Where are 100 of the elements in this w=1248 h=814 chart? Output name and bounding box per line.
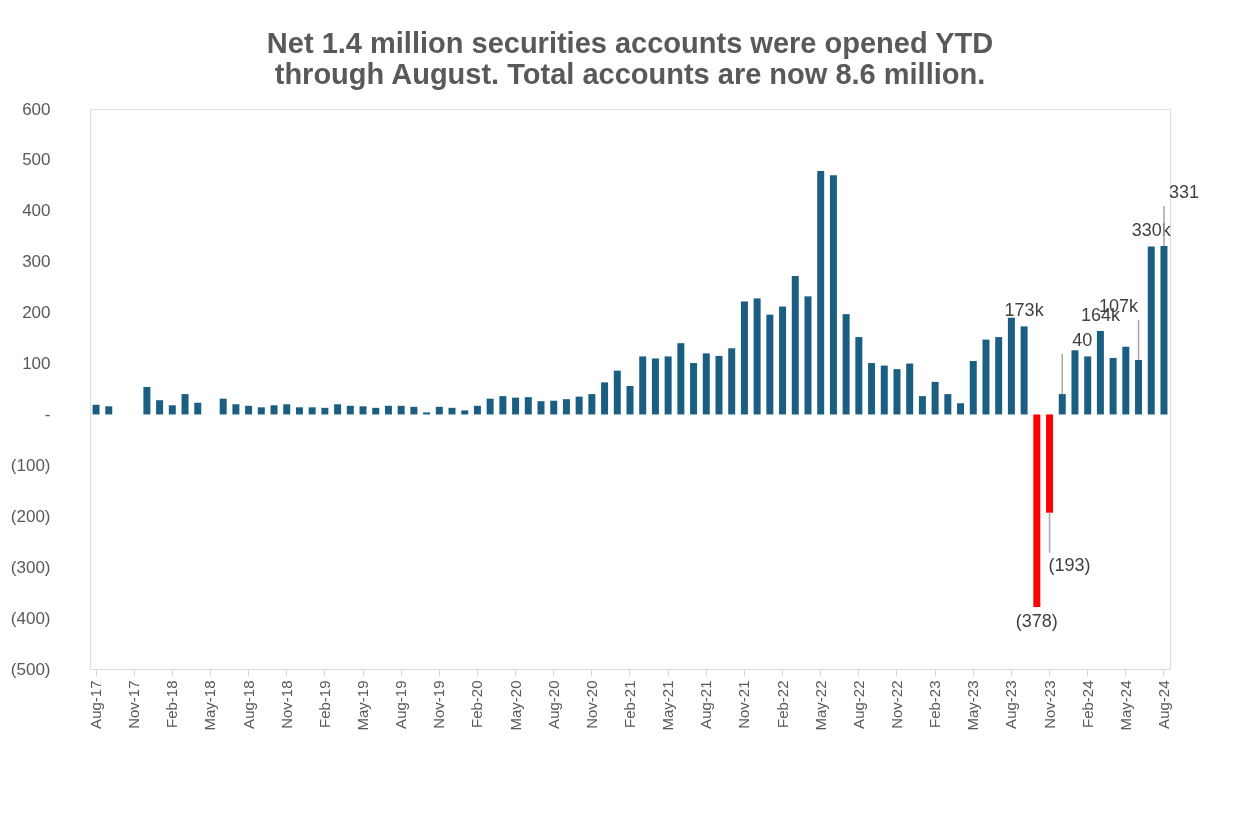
- bar: [359, 406, 367, 415]
- bar: [918, 396, 926, 415]
- bar: [1109, 357, 1117, 415]
- bar: [906, 363, 914, 415]
- x-tick-label: Aug-17: [87, 680, 105, 729]
- x-tick-label: May-24: [1116, 680, 1134, 731]
- bar: [499, 396, 507, 415]
- data-label: (378): [1015, 610, 1058, 631]
- x-tick-label: Nov-23: [1040, 680, 1058, 729]
- bar: [257, 407, 265, 415]
- bar: [550, 400, 558, 415]
- bar: [194, 402, 202, 415]
- bar: [1020, 326, 1028, 415]
- x-tick-label: Feb-23: [926, 680, 944, 729]
- bar: [512, 397, 520, 415]
- bar: [715, 355, 723, 415]
- bar: [283, 404, 291, 415]
- bar: [143, 386, 151, 415]
- x-tick-label: Feb-20: [468, 680, 486, 729]
- y-tick-label: 100: [22, 354, 51, 374]
- y-tick-label: (300): [10, 557, 51, 577]
- bar: [702, 353, 710, 415]
- bar: [435, 406, 443, 415]
- bar: [855, 337, 863, 415]
- bar: [537, 401, 545, 415]
- y-tick-label: 500: [22, 150, 51, 170]
- y-tick-label: (100): [10, 455, 51, 475]
- bar: [651, 358, 659, 415]
- y-tick-label: (200): [10, 506, 51, 526]
- bar: [842, 314, 850, 415]
- bar: [982, 339, 990, 415]
- y-tick-label: -: [44, 404, 51, 424]
- bar: [410, 406, 418, 415]
- x-tick-label: Feb-18: [163, 680, 181, 729]
- bar: [779, 306, 787, 415]
- x-tick-label: May-22: [811, 680, 829, 731]
- bar: [944, 394, 952, 415]
- bar: [893, 369, 901, 415]
- bar: [575, 396, 583, 415]
- bar: [829, 175, 837, 415]
- bar: [804, 296, 812, 415]
- data-label: 40: [1072, 330, 1093, 351]
- bar: [1046, 414, 1054, 513]
- x-tick-label: Feb-24: [1078, 680, 1096, 729]
- bar: [321, 407, 329, 415]
- bar: [1033, 414, 1041, 607]
- bar: [334, 404, 342, 415]
- y-tick-label: (500): [10, 659, 51, 679]
- bar: [766, 314, 774, 415]
- bar: [1122, 346, 1130, 415]
- x-tick-label: Aug-24: [1154, 680, 1172, 729]
- y-tick-label: 400: [22, 201, 51, 221]
- data-label: 331: [1168, 181, 1199, 202]
- data-label: (193): [1048, 554, 1091, 575]
- bar: [753, 298, 761, 415]
- data-label: 330k: [1131, 220, 1172, 241]
- bar: [677, 343, 685, 415]
- bar: [817, 171, 825, 415]
- bar: [791, 275, 799, 415]
- x-tick-label: May-20: [506, 680, 524, 731]
- x-tick-label: Feb-22: [773, 680, 791, 729]
- bar: [995, 337, 1003, 415]
- x-tick-label: Nov-17: [125, 680, 143, 729]
- bar: [880, 365, 888, 415]
- bar: [181, 394, 189, 415]
- bar: [588, 394, 596, 415]
- bar: [105, 406, 113, 415]
- x-tick-label: May-18: [201, 680, 219, 731]
- bar: [245, 405, 253, 415]
- bar: [931, 381, 939, 415]
- bar: [486, 398, 494, 415]
- bar: [868, 363, 876, 415]
- bar: [639, 356, 647, 415]
- bar: [232, 404, 240, 415]
- bar: [1007, 317, 1015, 415]
- x-tick-label: Nov-18: [277, 680, 295, 729]
- x-tick-label: May-19: [354, 680, 372, 731]
- x-tick-label: Aug-18: [239, 680, 257, 729]
- bar: [524, 397, 532, 415]
- bar: [461, 410, 469, 415]
- y-tick-label: 300: [22, 252, 51, 272]
- bar: [969, 361, 977, 415]
- x-tick-label: Aug-19: [392, 680, 410, 729]
- bar: [740, 301, 748, 415]
- x-tick-label: Aug-21: [697, 680, 715, 729]
- x-tick-label: Nov-21: [735, 680, 753, 729]
- bar: [1071, 350, 1079, 415]
- bar: [473, 405, 481, 415]
- data-label: 173k: [1004, 300, 1045, 321]
- bar: [270, 405, 278, 415]
- chart-title: Net 1.4 million securities accounts were opened YTD through August. Total accounts are now 8.6 million.: [266, 27, 994, 90]
- bar: [728, 348, 736, 415]
- y-tick-label: (400): [10, 608, 51, 628]
- bar: [346, 405, 354, 415]
- bar: [308, 407, 316, 415]
- x-tick-label: Feb-21: [621, 680, 638, 729]
- bar: [295, 407, 303, 415]
- bar: [601, 382, 609, 415]
- bar: [562, 399, 570, 415]
- bar: [664, 356, 672, 415]
